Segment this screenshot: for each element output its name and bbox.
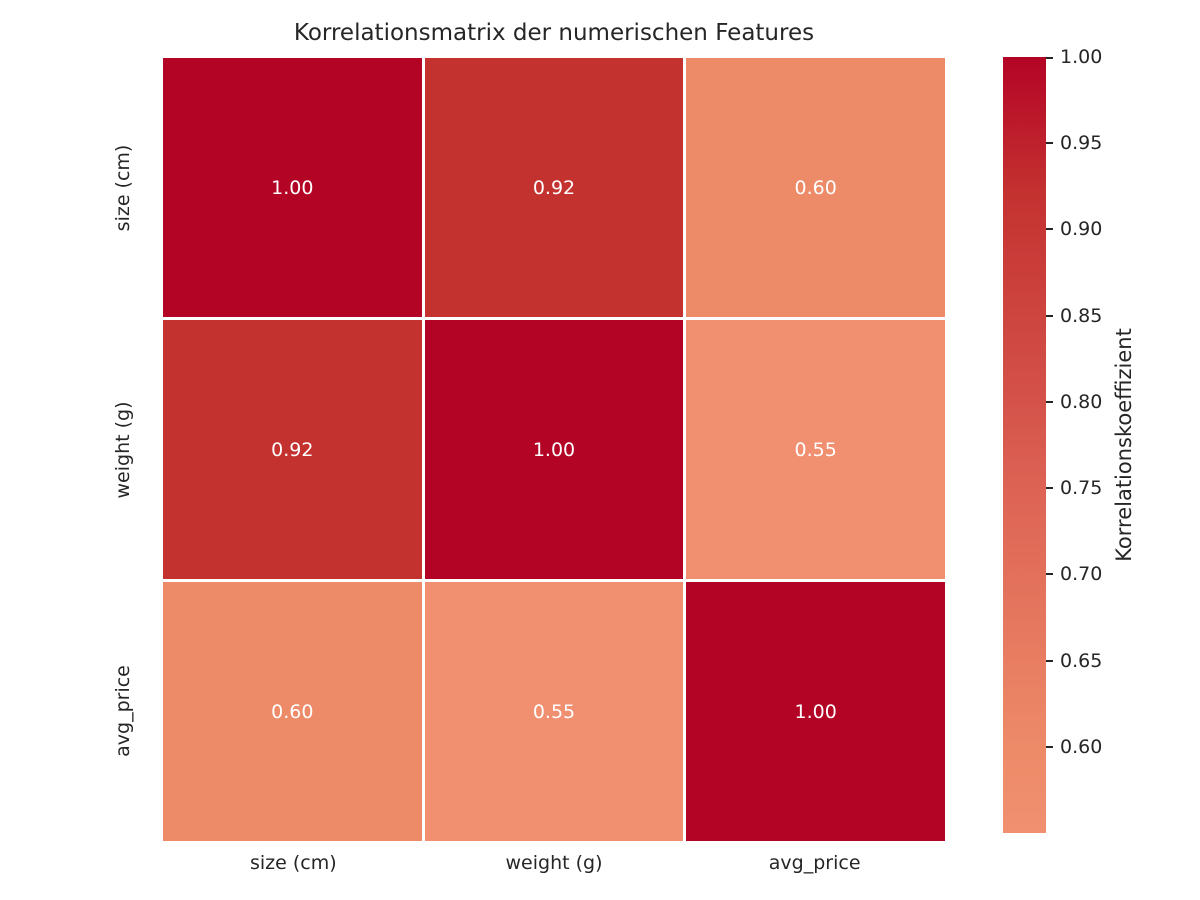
heatmap-cell: 0.92	[424, 58, 684, 317]
heatmap-cell: 0.55	[686, 320, 945, 579]
colorbar-tick	[1046, 487, 1053, 490]
cell-value: 1.00	[532, 438, 576, 461]
heatmap-cell: 0.60	[163, 582, 422, 841]
heatmap-cell: 0.92	[163, 320, 422, 579]
y-axis-label: size (cm)	[112, 145, 134, 232]
y-axis-label: weight (g)	[112, 401, 134, 498]
x-axis-label: size (cm)	[249, 852, 337, 874]
colorbar-tick-label: 0.80	[1060, 390, 1103, 413]
heatmap-cell: 1.00	[163, 58, 422, 317]
heatmap-cell: 0.55	[424, 582, 684, 841]
colorbar	[1003, 57, 1046, 833]
colorbar-tick	[1046, 745, 1053, 748]
cell-value: 1.00	[794, 700, 837, 723]
colorbar-tick-label: 0.60	[1060, 735, 1103, 758]
colorbar-tick	[1046, 659, 1053, 662]
heatmap: 1.00 0.92 0.60 0.92 1.00 0.55 0.60 0.55 1.00	[163, 58, 945, 841]
heatmap-cell: 0.60	[686, 58, 945, 317]
cell-value: 0.55	[532, 700, 576, 723]
colorbar-label: Korrelationskoeffizient	[1112, 328, 1136, 562]
colorbar-tick	[1046, 573, 1053, 576]
colorbar-tick	[1046, 228, 1053, 231]
y-axis-label: avg_price	[112, 664, 134, 757]
cell-value: 0.60	[794, 176, 837, 199]
colorbar-tick	[1046, 57, 1053, 59]
heatmap-cell: 1.00	[424, 320, 684, 579]
colorbar-tick-label: 0.65	[1060, 649, 1103, 672]
cell-value: 0.92	[271, 438, 314, 461]
heatmap-cell: 1.00	[686, 582, 945, 841]
x-axis-label: weight (g)	[505, 852, 603, 874]
colorbar-tick-label: 1.00	[1060, 46, 1103, 68]
colorbar-tick-label: 0.90	[1060, 218, 1103, 241]
colorbar-tick-label: 0.70	[1060, 563, 1103, 586]
cell-value: 0.92	[532, 176, 576, 199]
cell-value: 0.55	[794, 438, 837, 461]
colorbar-tick-label: 0.95	[1060, 132, 1103, 155]
x-axis-label: avg_price	[768, 852, 861, 874]
chart-title: Korrelationsmatrix der numerischen Featu…	[293, 20, 815, 46]
colorbar-tick-label: 0.75	[1060, 477, 1103, 500]
colorbar-tick	[1046, 314, 1053, 317]
cell-value: 1.00	[271, 176, 314, 199]
colorbar-gradient	[1003, 57, 1046, 833]
x-axis: size (cm) weight (g) avg_price	[163, 852, 945, 880]
colorbar-tick-label: 0.85	[1060, 304, 1103, 327]
colorbar-tick	[1046, 400, 1053, 403]
colorbar-tick	[1046, 142, 1053, 145]
cell-value: 0.60	[271, 700, 314, 723]
colorbar-ticks: 1.00 0.95 0.90 0.85 0.80 0.75 0.70 0.65 0.60	[1046, 46, 1196, 833]
